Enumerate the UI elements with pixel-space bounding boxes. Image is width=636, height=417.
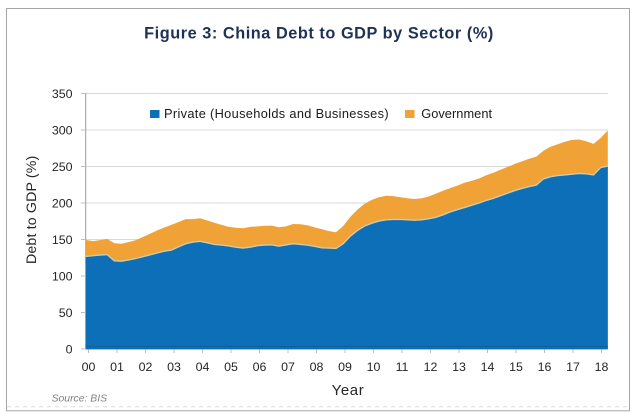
svg-text:350: 350 [52, 87, 73, 101]
svg-text:16: 16 [538, 360, 552, 374]
svg-text:09: 09 [338, 360, 352, 374]
svg-text:10: 10 [367, 360, 381, 374]
svg-text:12: 12 [424, 360, 438, 374]
svg-text:Private (Households and Busine: Private (Households and Businesses) [164, 106, 389, 121]
svg-text:11: 11 [396, 360, 409, 374]
svg-text:02: 02 [139, 360, 153, 374]
svg-text:0: 0 [66, 343, 73, 357]
svg-text:Debt to GDP (%): Debt to GDP (%) [24, 156, 40, 264]
svg-text:15: 15 [509, 360, 523, 374]
svg-text:Year: Year [332, 382, 365, 399]
svg-text:13: 13 [452, 360, 466, 374]
svg-text:Government: Government [421, 106, 492, 121]
svg-text:07: 07 [281, 360, 295, 374]
svg-text:00: 00 [82, 360, 96, 374]
svg-text:300: 300 [52, 124, 73, 138]
svg-text:08: 08 [310, 360, 324, 374]
svg-text:Figure 3: China Debt to GDP by: Figure 3: China Debt to GDP by Sector (%… [144, 25, 494, 43]
svg-text:50: 50 [59, 306, 73, 320]
svg-text:18: 18 [595, 360, 609, 374]
svg-text:06: 06 [253, 360, 267, 374]
svg-text:Source: BIS: Source: BIS [52, 393, 108, 404]
svg-text:200: 200 [52, 197, 73, 211]
svg-text:04: 04 [196, 360, 210, 374]
svg-text:01: 01 [110, 360, 124, 374]
svg-text:150: 150 [52, 233, 73, 247]
svg-text:17: 17 [566, 360, 580, 374]
svg-text:100: 100 [52, 270, 73, 284]
svg-text:14: 14 [481, 360, 495, 374]
svg-text:03: 03 [167, 360, 181, 374]
svg-text:250: 250 [52, 160, 73, 174]
svg-text:05: 05 [224, 360, 238, 374]
